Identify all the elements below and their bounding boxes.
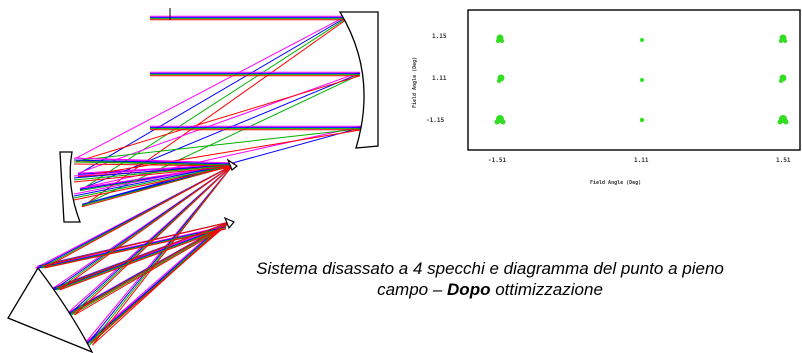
ray-path xyxy=(73,161,236,166)
ray-path xyxy=(73,157,236,164)
ray-path xyxy=(72,221,231,314)
ray-path xyxy=(74,228,223,316)
x-axis-label: Field Angle (Deg) xyxy=(590,180,641,186)
ray-trace-diagram xyxy=(7,8,379,353)
ray-path xyxy=(73,163,236,167)
ray-path xyxy=(56,227,225,291)
ray-path xyxy=(57,221,231,289)
ray-path xyxy=(42,221,231,267)
y-axis-label: Field Angle (Deg) xyxy=(412,57,418,108)
mirror-4 xyxy=(223,216,235,230)
ray-path xyxy=(83,225,221,346)
x-tick-label-right: 1.51 xyxy=(776,157,791,164)
spot-middle-center xyxy=(640,78,644,82)
ray-path xyxy=(71,227,223,316)
spot-top-right xyxy=(779,34,787,43)
spot-bottom-left xyxy=(494,115,506,125)
spot-diagram: 1.15 1.11 -1.15 -1.51 1.11 1.51 Field An… xyxy=(412,9,801,186)
spot-middle-left xyxy=(497,74,505,83)
spot-top-center xyxy=(640,38,644,42)
ray-path xyxy=(59,228,225,291)
mirror-2 xyxy=(59,151,81,223)
spot-bottom-right xyxy=(777,115,789,125)
ray-path xyxy=(44,164,234,269)
ray-path xyxy=(81,74,361,207)
mirror-1 xyxy=(338,11,379,149)
ray-path xyxy=(59,164,234,291)
ray-path xyxy=(53,226,225,291)
ray-path xyxy=(73,165,236,183)
ray-path xyxy=(92,164,234,346)
ray-path xyxy=(79,125,363,189)
y-tick-label-top: 1.15 xyxy=(432,33,447,40)
ray-path xyxy=(73,164,236,199)
caption-line-1: Sistema disassato a 4 specchi e diagramm… xyxy=(256,259,724,278)
ray-path xyxy=(73,163,236,179)
ray-path xyxy=(38,226,227,269)
ray-path xyxy=(90,221,231,344)
caption-emphasis: Dopo xyxy=(447,280,491,299)
ray-path xyxy=(73,159,236,165)
ray-path xyxy=(74,164,234,316)
figure-caption: Sistema disassato a 4 specchi e diagramm… xyxy=(190,258,790,300)
y-tick-label-bottom: -1.15 xyxy=(426,117,444,124)
ray-path xyxy=(73,165,236,201)
spot-grid xyxy=(494,34,789,125)
caption-line-2-prefix: campo – xyxy=(377,280,448,299)
spot-middle-right xyxy=(779,74,787,83)
ray-path xyxy=(92,228,221,346)
ray-path xyxy=(73,164,236,181)
ray-path xyxy=(74,15,347,165)
x-tick-label-left: -1.51 xyxy=(488,157,506,164)
caption-line-2: campo – Dopo ottimizzazione xyxy=(190,279,790,300)
x-tick-label-middle: 1.11 xyxy=(634,157,649,164)
ray-path xyxy=(35,225,227,269)
spot-diagram-frame xyxy=(467,9,801,151)
ray-path xyxy=(77,71,361,174)
ray-bundle xyxy=(35,15,363,346)
spot-bottom-center xyxy=(639,117,645,123)
spot-top-left xyxy=(496,34,504,43)
caption-line-2-suffix: ottimizzazione xyxy=(490,280,603,299)
ray-path xyxy=(79,72,361,190)
ray-path xyxy=(75,128,363,166)
y-tick-label-middle: 1.11 xyxy=(432,75,447,82)
mirror-5 xyxy=(7,266,94,353)
ray-path xyxy=(73,163,236,197)
mirror-3 xyxy=(226,158,239,171)
ray-path xyxy=(81,19,348,208)
